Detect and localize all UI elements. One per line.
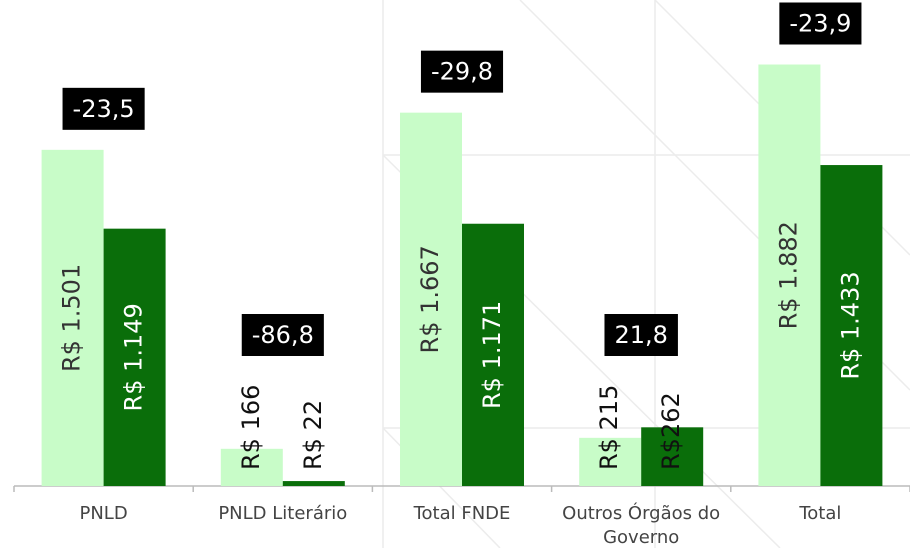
value-label: R$ 166 <box>237 385 265 470</box>
x-tick-label: PNLD <box>79 503 128 524</box>
value-label: R$262 <box>657 392 685 470</box>
value-label: R$ 1.433 <box>836 271 864 379</box>
value-label: R$ 1.882 <box>774 221 802 329</box>
value-label: R$ 1.171 <box>478 301 506 409</box>
value-label: R$ 1.667 <box>416 245 444 353</box>
bar <box>462 223 524 486</box>
annotation: 21,8 <box>614 321 667 349</box>
value-label: R$ 215 <box>595 385 623 470</box>
annotation: -86,8 <box>252 321 314 349</box>
bar <box>758 64 821 487</box>
bar <box>103 228 166 486</box>
bar <box>579 437 642 486</box>
value-label: R$ 1.149 <box>120 303 148 411</box>
bar <box>282 481 345 486</box>
x-tick-label: Total <box>799 503 842 524</box>
annotation-box <box>420 50 504 93</box>
bar <box>41 149 104 486</box>
annotation: -29,8 <box>431 58 493 86</box>
bar <box>820 165 883 486</box>
annotation-box <box>779 2 862 45</box>
bar <box>400 112 462 487</box>
x-tick-label: PNLD Literário <box>218 503 348 524</box>
annotation-box <box>604 314 678 356</box>
annotation-box <box>62 87 145 130</box>
bar <box>641 427 704 486</box>
annotation: -23,9 <box>789 10 851 38</box>
x-tick-label: Outros Órgãos do Governo <box>562 503 721 548</box>
value-label: R$ 22 <box>299 400 327 470</box>
value-label: R$ 1.501 <box>58 264 86 372</box>
annotation-box <box>241 314 324 356</box>
annotation: -23,5 <box>73 95 135 123</box>
x-tick-label: Total FNDE <box>413 503 511 524</box>
bar <box>220 448 283 486</box>
